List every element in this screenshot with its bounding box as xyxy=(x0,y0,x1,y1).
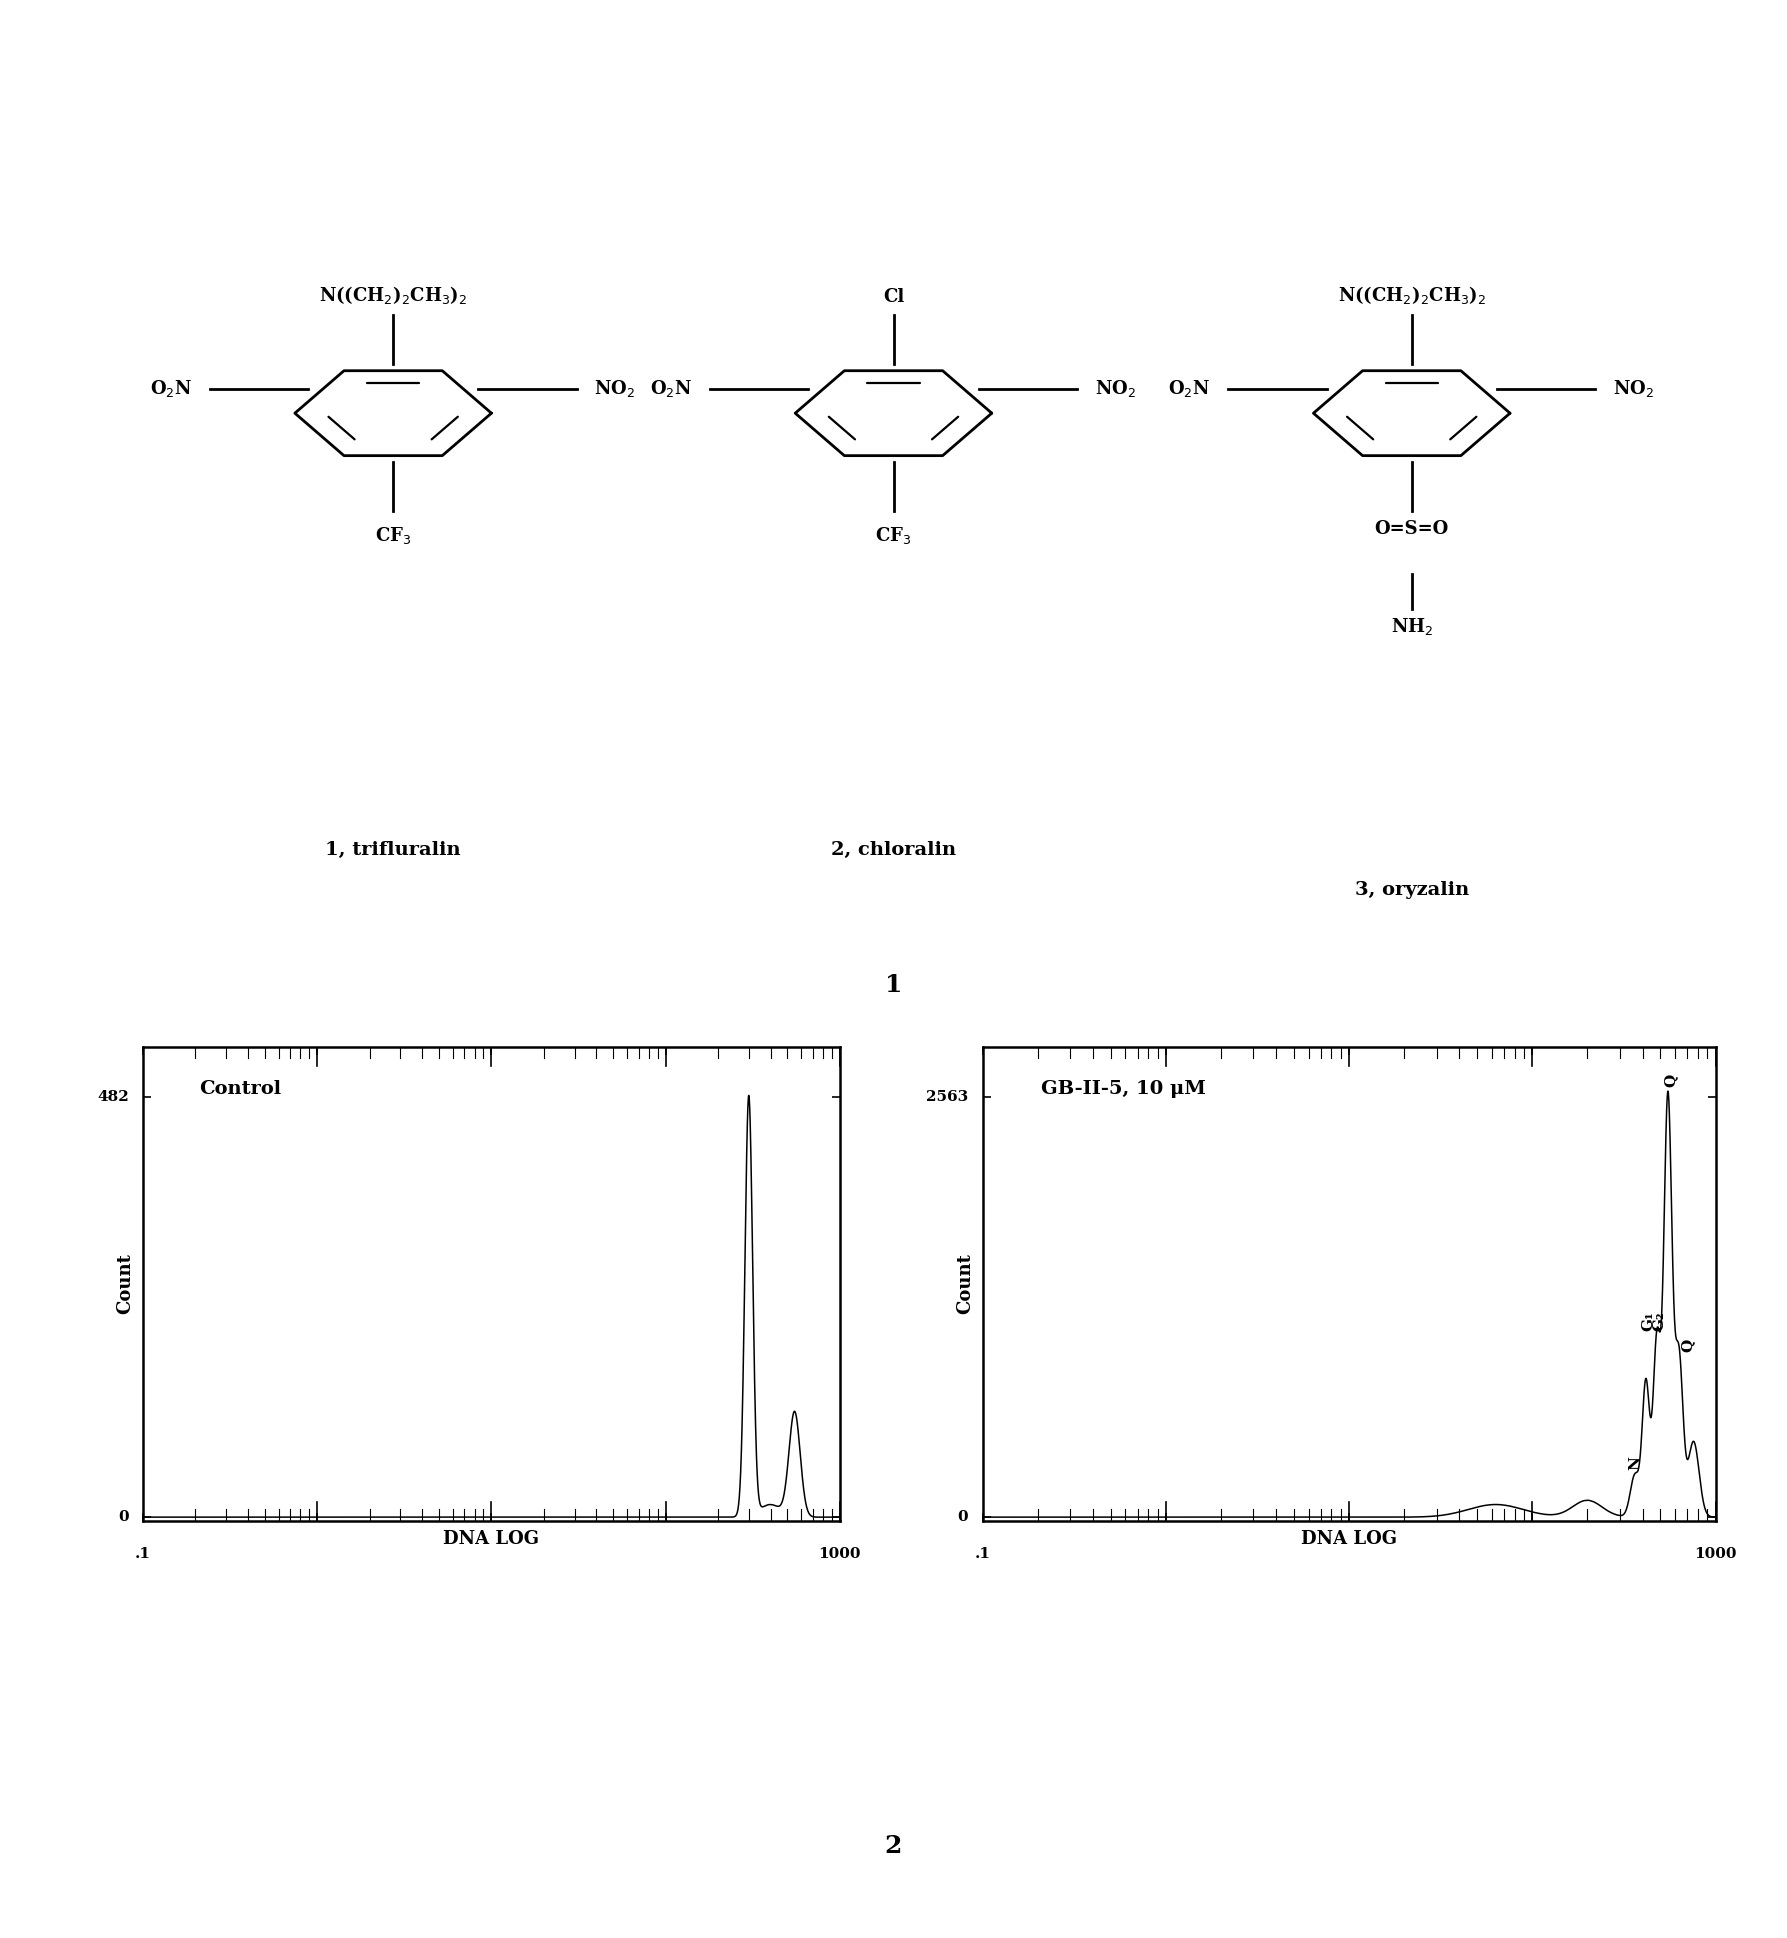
Text: NO$_2$: NO$_2$ xyxy=(595,378,636,399)
Text: G₂: G₂ xyxy=(1653,1312,1667,1331)
Text: 1000: 1000 xyxy=(818,1547,861,1560)
Text: G₁: G₁ xyxy=(1642,1312,1657,1331)
Text: Q: Q xyxy=(1664,1074,1678,1087)
Text: N((CH$_2$)$_2$CH$_3$)$_2$: N((CH$_2$)$_2$CH$_3$)$_2$ xyxy=(320,285,466,306)
Text: Control: Control xyxy=(198,1079,281,1097)
Text: O$_2$N: O$_2$N xyxy=(150,378,191,399)
Text: 0: 0 xyxy=(958,1510,969,1523)
Text: .1: .1 xyxy=(976,1547,990,1560)
Y-axis label: Count: Count xyxy=(116,1254,134,1314)
Text: 2, chloralin: 2, chloralin xyxy=(831,841,956,859)
Text: 1: 1 xyxy=(885,973,902,996)
Text: .1: .1 xyxy=(136,1547,150,1560)
Text: N((CH$_2$)$_2$CH$_3$)$_2$: N((CH$_2$)$_2$CH$_3$)$_2$ xyxy=(1338,285,1485,306)
Text: O$_2$N: O$_2$N xyxy=(1169,378,1210,399)
Y-axis label: Count: Count xyxy=(956,1254,974,1314)
Text: CF$_3$: CF$_3$ xyxy=(876,525,911,547)
Text: 482: 482 xyxy=(96,1089,129,1105)
Text: 1, trifluralin: 1, trifluralin xyxy=(325,841,461,859)
Text: Q: Q xyxy=(1680,1339,1694,1353)
X-axis label: DNA LOG: DNA LOG xyxy=(1301,1531,1397,1548)
Text: Cl: Cl xyxy=(883,289,904,306)
Text: N: N xyxy=(1628,1455,1642,1469)
Text: NH$_2$: NH$_2$ xyxy=(1390,616,1433,636)
Text: 3, oryzalin: 3, oryzalin xyxy=(1355,882,1469,899)
X-axis label: DNA LOG: DNA LOG xyxy=(443,1531,540,1548)
Text: 1000: 1000 xyxy=(1694,1547,1737,1560)
Text: NO$_2$: NO$_2$ xyxy=(1614,378,1655,399)
Text: 2: 2 xyxy=(885,1833,902,1859)
Text: CF$_3$: CF$_3$ xyxy=(375,525,411,547)
Text: O$_2$N: O$_2$N xyxy=(650,378,692,399)
Text: 0: 0 xyxy=(118,1510,129,1523)
Text: NO$_2$: NO$_2$ xyxy=(1095,378,1137,399)
Text: O=S=O: O=S=O xyxy=(1374,519,1449,539)
Text: GB-II-5, 10 μM: GB-II-5, 10 μM xyxy=(1042,1079,1206,1097)
Text: 2563: 2563 xyxy=(926,1089,969,1105)
